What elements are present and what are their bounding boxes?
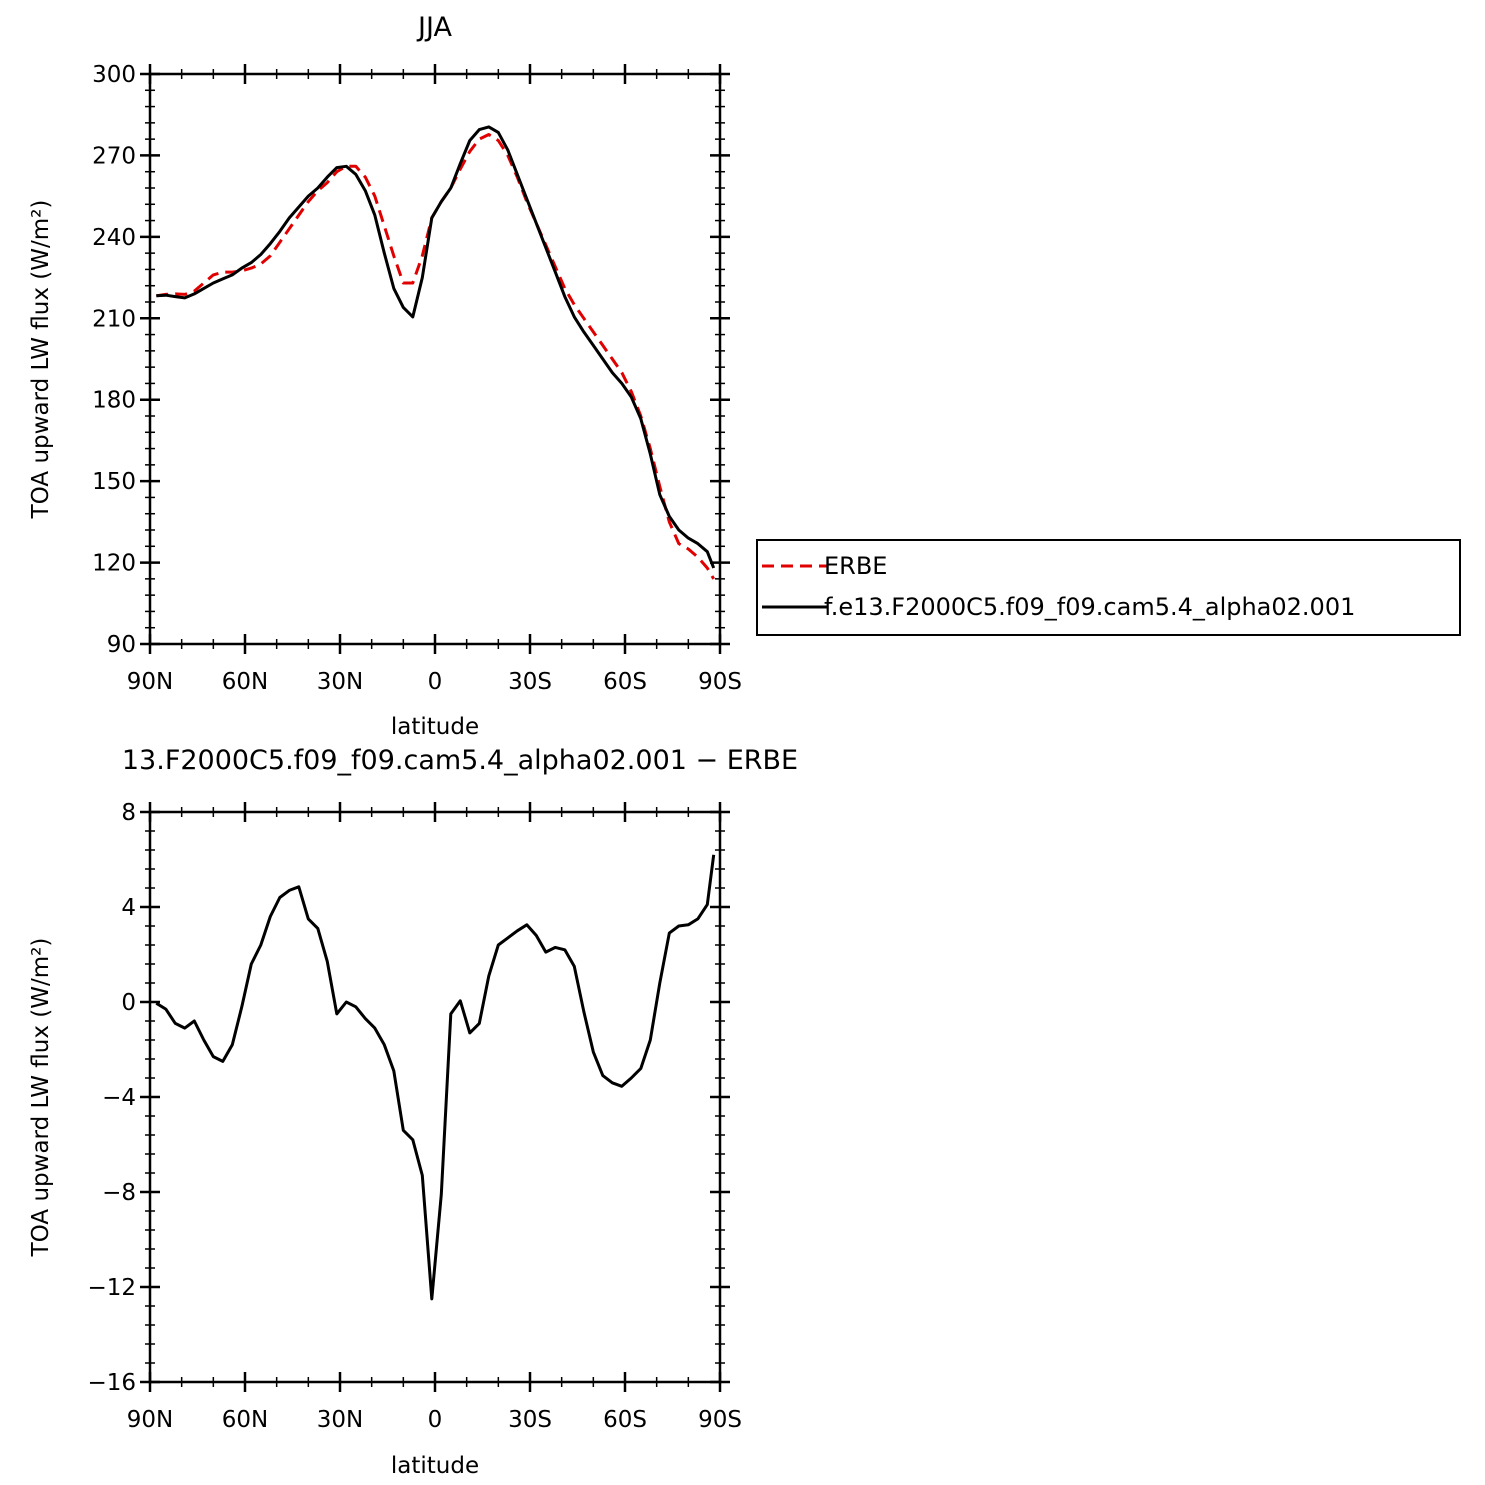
- top-xtick-label: 0: [428, 669, 443, 695]
- legend-label-model: f.e13.F2000C5.f09_f09.cam5.4_alpha02.001: [824, 593, 1355, 621]
- bottom-xtick-label: 90S: [698, 1407, 742, 1433]
- top-xtick-label: 30N: [317, 669, 363, 695]
- top-xtick-label: 60S: [603, 669, 647, 695]
- bottom-xtick-label: 30S: [508, 1407, 552, 1433]
- top-ytick-label: 90: [107, 632, 136, 658]
- bottom-xtick-label: 60S: [603, 1407, 647, 1433]
- bottom-ytick-label: 4: [121, 895, 136, 921]
- top-x-ticks: 90N 60N 30N 0 30S 60S 90S: [127, 64, 742, 695]
- top-ytick-label: 240: [92, 225, 136, 251]
- top-ytick-label: 150: [92, 469, 136, 495]
- top-y-ticks: 90 120 150 180 210 240 270 300: [92, 62, 730, 658]
- legend: ERBE f.e13.F2000C5.f09_f09.cam5.4_alpha0…: [756, 539, 1461, 636]
- top-series-line-model: [156, 125, 716, 569]
- bottom-y-axis-title: TOA upward LW flux (W/m²): [28, 938, 54, 1258]
- bottom-series-lines: [155, 854, 716, 1301]
- bottom-xtick-label: 60N: [222, 1407, 268, 1433]
- top-xtick-label: 90N: [127, 669, 173, 695]
- bottom-chart: 13.F2000C5.f09_f09.cam5.4_alpha02.001 − …: [28, 745, 798, 1479]
- legend-label-erbe: ERBE: [824, 552, 887, 580]
- bottom-ytick-label: 8: [121, 800, 136, 826]
- bottom-ytick-label: −8: [102, 1180, 136, 1206]
- bottom-x-ticks: 90N 60N 30N 0 30S 60S 90S: [127, 802, 742, 1433]
- top-series-lines: [156, 125, 716, 580]
- top-xtick-label: 90S: [698, 669, 742, 695]
- bottom-ytick-label: −12: [87, 1275, 136, 1301]
- top-xtick-label: 60N: [222, 669, 268, 695]
- top-chart-title: JJA: [416, 12, 452, 43]
- top-chart: JJA 90 120 150 180 210 240 270 300 90N 60N 30N 0 30…: [28, 12, 742, 740]
- bottom-xtick-label: 30N: [317, 1407, 363, 1433]
- bottom-ytick-label: 0: [121, 990, 136, 1016]
- top-xtick-label: 30S: [508, 669, 552, 695]
- top-plot-frame: [148, 72, 722, 646]
- top-ytick-label: 180: [92, 388, 136, 414]
- top-ytick-label: 120: [92, 551, 136, 577]
- bottom-series-line-model: [155, 854, 716, 1301]
- top-y-axis-title: TOA upward LW flux (W/m²): [28, 200, 54, 520]
- top-ytick-label: 210: [92, 306, 136, 332]
- bottom-chart-title: 13.F2000C5.f09_f09.cam5.4_alpha02.001 − …: [122, 745, 798, 776]
- bottom-xtick-label: 90N: [127, 1407, 173, 1433]
- bottom-xtick-label: 0: [428, 1407, 443, 1433]
- top-ytick-label: 300: [92, 62, 136, 88]
- top-ytick-label: 270: [92, 143, 136, 169]
- bottom-ytick-label: −4: [102, 1085, 136, 1111]
- bottom-ytick-label: −16: [87, 1370, 136, 1396]
- bottom-plot-frame: [148, 810, 722, 1384]
- bottom-x-axis-title: latitude: [391, 1453, 479, 1479]
- top-x-axis-title: latitude: [391, 714, 479, 740]
- legend-box: [756, 539, 1461, 636]
